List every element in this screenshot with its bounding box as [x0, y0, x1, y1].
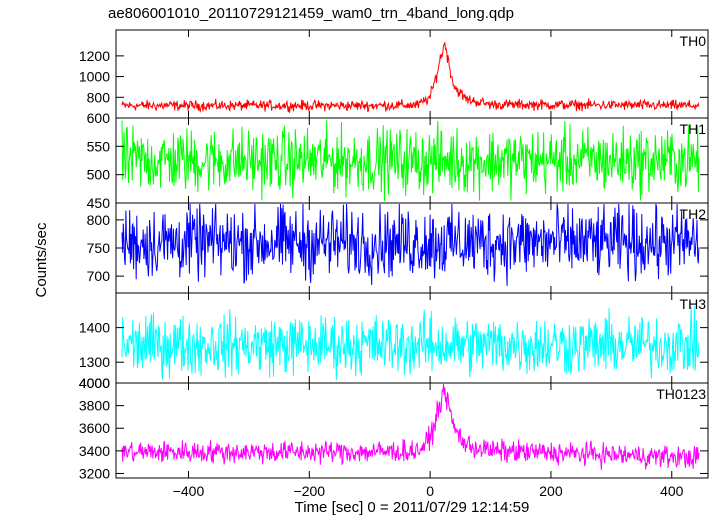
y-tick-label: 1400 [79, 320, 110, 336]
y-tick-label: 3400 [79, 443, 110, 459]
series-line-th1 [121, 120, 700, 202]
y-tick-label: 1000 [79, 69, 110, 85]
y-tick-label: 4000 [79, 375, 110, 391]
series-line-th3 [121, 306, 700, 381]
y-tick-label: 3600 [79, 420, 110, 436]
y-tick-label: 550 [87, 138, 111, 154]
y-tick-label: 1200 [79, 48, 110, 64]
y-tick-label: 450 [87, 195, 111, 211]
y-tick-label: 3800 [79, 398, 110, 414]
series-line-th0 [121, 42, 700, 113]
panel-label-th2: TH2 [680, 206, 707, 222]
series-line-th0123 [121, 383, 700, 470]
panel-label-th0123: TH0123 [656, 386, 706, 402]
x-tick-label: 0 [426, 483, 434, 499]
panel-frame-th0123 [115, 382, 709, 479]
y-tick-label: 800 [87, 212, 111, 228]
y-tick-label: 1300 [79, 354, 110, 370]
panel-label-th3: TH3 [680, 296, 707, 312]
y-axis-label: Counts/sec [33, 222, 50, 298]
panel-label-th1: TH1 [680, 121, 707, 137]
x-tick-label: 400 [660, 483, 684, 499]
y-tick-label: 700 [87, 268, 111, 284]
y-tick-label: 500 [87, 167, 111, 183]
y-tick-label: 750 [87, 240, 111, 256]
panels-group: 800 1000 1200 TH0 500 550 TH1 700 750 800 TH2 1300 1… [79, 29, 709, 499]
series-line-th2 [121, 203, 700, 286]
y-tick-label: 800 [87, 89, 111, 105]
x-axis-label: Time [sec] 0 = 2011/07/29 12:14:59 [295, 499, 530, 516]
y-tick-label: 4000 [79, 375, 110, 391]
panel-label-th0: TH0 [680, 33, 707, 49]
y-tick-label: 600 [87, 110, 111, 126]
chart-title: ae806001010_20110729121459_wam0_trn_4ban… [108, 5, 514, 22]
y-tick-label: 3200 [79, 465, 110, 481]
x-tick-label: −400 [173, 483, 205, 499]
x-tick-label: −200 [294, 483, 326, 499]
x-tick-label: 200 [539, 483, 563, 499]
